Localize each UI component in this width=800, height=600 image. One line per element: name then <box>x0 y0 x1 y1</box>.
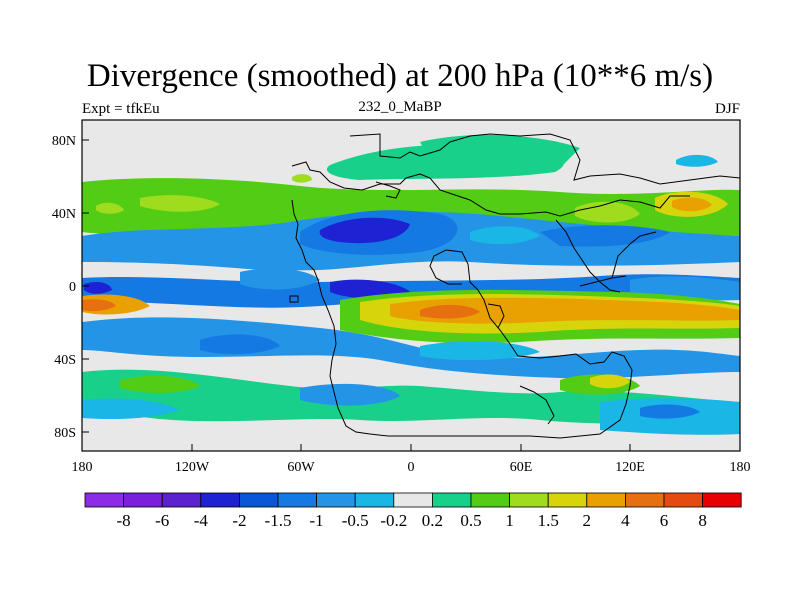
x-tick-label: 180 <box>730 460 751 475</box>
colorbar-label: 1 <box>505 511 514 530</box>
colorbar-swatch <box>123 492 163 508</box>
x-tick-label: 60E <box>510 460 533 475</box>
colorbar-label: -8 <box>117 511 131 530</box>
x-tick-label: 120E <box>615 460 645 475</box>
colorbar-swatch <box>547 492 588 508</box>
y-tick-label: 40N <box>52 207 76 222</box>
colorbar-label: 8 <box>698 511 707 530</box>
divergence-field <box>82 134 740 435</box>
colorbar-swatch <box>277 492 317 508</box>
y-tick-label: 0 <box>69 280 76 295</box>
colorbar-label: 6 <box>660 511 669 530</box>
y-tick-label: 80N <box>52 134 76 149</box>
y-tick-label: 40S <box>54 353 76 368</box>
y-tick-label: 80S <box>54 426 76 441</box>
colorbar-label: -0.5 <box>342 511 369 530</box>
colorbar-label: 4 <box>621 511 630 530</box>
colorbar-swatch <box>470 492 510 508</box>
axis-ticks <box>81 139 741 451</box>
colorbar-label: -1.5 <box>265 511 292 530</box>
x-tick-label: 0 <box>408 460 415 475</box>
season-label: DJF <box>714 101 740 117</box>
colorbar-swatch <box>200 492 240 508</box>
colorbar-label: -4 <box>194 511 209 530</box>
colorbar: -8 -6 -4 -2 -1.5 -1 -0.5 -0.2 0.2 0.5 1 1.5 2 4 6 8 <box>84 492 742 530</box>
colorbar-label: -1 <box>310 511 324 530</box>
colorbar-label: 0.2 <box>422 511 443 530</box>
colorbar-label: -2 <box>232 511 246 530</box>
x-tick-label: 120W <box>175 460 210 475</box>
colorbar-label: -6 <box>155 511 169 530</box>
colorbar-swatch <box>431 492 472 508</box>
x-tick-label: 180 <box>72 460 93 475</box>
map-title: Divergence (smoothed) at 200 hPa (10**6 … <box>86 58 714 94</box>
map-panel <box>81 119 741 452</box>
colorbar-swatch <box>238 492 279 508</box>
colorbar-label: 2 <box>583 511 592 530</box>
coastlines <box>289 133 740 439</box>
colorbar-label: -0.2 <box>380 511 407 530</box>
colorbar-swatch <box>354 492 395 508</box>
colorbar-swatch <box>161 492 202 508</box>
colorbar-swatch <box>625 492 665 508</box>
colorbar-swatch <box>84 492 124 508</box>
colorbar-swatch <box>586 492 626 508</box>
colorbar-swatch <box>663 492 703 508</box>
x-tick-label: 60W <box>287 460 315 475</box>
experiment-label: Expt = tfkEu <box>82 101 160 117</box>
colorbar-label: 0.5 <box>460 511 481 530</box>
colorbar-label: 1.5 <box>538 511 559 530</box>
colorbar-swatch <box>509 492 549 508</box>
colorbar-swatch <box>316 492 356 508</box>
colorbar-swatch <box>393 492 433 508</box>
period-label: 232_0_MaBP <box>358 99 442 115</box>
colorbar-swatch <box>702 492 742 508</box>
